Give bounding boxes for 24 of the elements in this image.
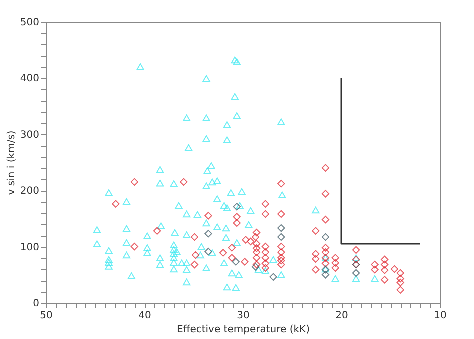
point <box>233 203 241 211</box>
point <box>270 273 278 281</box>
point <box>252 263 260 271</box>
point <box>204 230 212 238</box>
point <box>204 248 212 256</box>
y-tick-label: 300 <box>20 130 40 141</box>
y-axis-title: v sin i (km/s) <box>6 130 18 196</box>
y-tick-label: 100 <box>20 242 40 254</box>
x-tick-label: 30 <box>237 310 250 322</box>
x-tick-label: 50 <box>40 310 53 322</box>
point <box>352 269 360 278</box>
point <box>278 233 286 242</box>
x-tick-label: 40 <box>138 310 152 322</box>
x-tick-label: 20 <box>336 310 348 322</box>
point <box>322 233 330 242</box>
y-tick-label: 0 <box>33 298 40 310</box>
y-tick-label: 200 <box>20 186 40 198</box>
x-tick-label: 10 <box>434 310 447 322</box>
point <box>232 258 240 266</box>
y-tick-label: 400 <box>20 74 40 85</box>
point <box>322 271 330 279</box>
x-axis-title: Effective temperature (kK) <box>177 324 310 336</box>
y-tick-label: 500 <box>20 18 40 28</box>
point <box>278 224 286 232</box>
